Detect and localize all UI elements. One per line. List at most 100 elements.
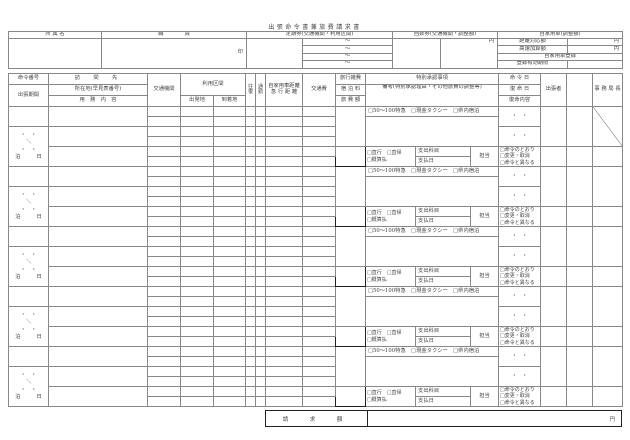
transport-cell[interactable] <box>147 396 181 407</box>
commute-cell[interactable] <box>255 286 267 297</box>
commute-cell[interactable] <box>255 246 267 257</box>
report-content-checkboxes[interactable]: □命令のとおり □変更・取消 □命令と異なる <box>498 266 542 287</box>
director-seal-field[interactable] <box>592 166 624 207</box>
round-trip-cell[interactable] <box>245 126 257 137</box>
transport-cell[interactable] <box>147 116 181 127</box>
commute-cell[interactable] <box>255 216 267 227</box>
order-date-field[interactable]: ・ ・ <box>498 286 542 307</box>
fare-cell[interactable] <box>302 126 337 137</box>
blank-field[interactable] <box>566 226 594 267</box>
commute-cell[interactable] <box>255 396 267 407</box>
distance-cell[interactable] <box>265 136 304 147</box>
order-no-field[interactable] <box>8 106 49 127</box>
blank-sub-field[interactable] <box>566 206 594 227</box>
fare-cell[interactable] <box>302 316 337 327</box>
director-sub-field[interactable] <box>592 266 624 287</box>
distance-cell[interactable] <box>265 126 304 137</box>
commute-cell[interactable] <box>255 366 267 377</box>
arrival-cell[interactable] <box>212 286 247 297</box>
transport-cell[interactable] <box>147 136 181 147</box>
fare-cell[interactable] <box>302 306 337 317</box>
blank-field[interactable] <box>566 166 594 207</box>
commute-cell[interactable] <box>255 226 267 237</box>
distance-cell[interactable] <box>265 166 304 177</box>
departure-cell[interactable] <box>180 196 214 207</box>
distance-cell[interactable] <box>265 226 304 237</box>
round-trip-cell[interactable] <box>245 226 257 237</box>
round-trip-cell[interactable] <box>245 206 257 217</box>
round-trip-cell[interactable] <box>245 136 257 147</box>
commute-cell[interactable] <box>255 126 267 137</box>
departure-cell[interactable] <box>180 326 214 337</box>
departure-cell[interactable] <box>180 226 214 237</box>
round-trip-cell[interactable] <box>245 256 257 267</box>
traveler-sub-field[interactable] <box>540 386 568 407</box>
business-field[interactable] <box>48 146 148 167</box>
arrival-cell[interactable] <box>212 266 247 277</box>
report-date-field[interactable]: ・ ・ <box>498 366 542 387</box>
traveler-seal-field[interactable] <box>540 346 568 387</box>
arrival-cell[interactable] <box>212 176 247 187</box>
misc-lodging-field[interactable] <box>335 106 367 147</box>
distance-cell[interactable] <box>265 346 304 357</box>
order-date-field[interactable]: ・ ・ <box>498 346 542 367</box>
traveler-seal-field[interactable] <box>540 226 568 267</box>
arrival-cell[interactable] <box>212 216 247 227</box>
round-trip-cell[interactable] <box>245 286 257 297</box>
fare-cell[interactable] <box>302 236 337 247</box>
transport-cell[interactable] <box>147 246 181 257</box>
expense-item-field[interactable]: 支出科目 <box>415 266 472 277</box>
distance-cell[interactable] <box>265 286 304 297</box>
distance-cell[interactable] <box>265 326 304 337</box>
transport-cell[interactable] <box>147 156 181 167</box>
remarks-field[interactable] <box>365 296 500 327</box>
commute-cell[interactable] <box>255 296 267 307</box>
director-seal-field[interactable] <box>592 106 624 147</box>
round-trip-cell[interactable] <box>245 356 257 367</box>
transport-cell[interactable] <box>147 146 181 157</box>
report-content-checkboxes[interactable]: □命令のとおり □変更・取消 □命令と異なる <box>498 146 542 167</box>
arrival-cell[interactable] <box>212 296 247 307</box>
departure-cell[interactable] <box>180 396 214 407</box>
travel-total-field[interactable] <box>335 146 367 167</box>
as-ordered-checkbox[interactable]: □命令のとおり <box>500 147 535 154</box>
report-date-field[interactable]: ・ ・ <box>498 186 542 207</box>
arrival-cell[interactable] <box>212 136 247 147</box>
traveler-seal-field[interactable] <box>540 106 568 147</box>
as-ordered-checkbox[interactable]: □命令のとおり <box>500 207 535 214</box>
commute-cell[interactable] <box>255 236 267 247</box>
transport-cell[interactable] <box>147 386 181 397</box>
arrival-cell[interactable] <box>212 356 247 367</box>
commute-cell[interactable] <box>255 176 267 187</box>
transport-cell[interactable] <box>147 266 181 277</box>
arrival-cell[interactable] <box>212 256 247 267</box>
transport-cell[interactable] <box>147 226 181 237</box>
travel-total-field[interactable] <box>335 206 367 227</box>
arrival-cell[interactable] <box>212 276 247 287</box>
remarks-field[interactable] <box>365 176 500 207</box>
distance-cell[interactable] <box>265 276 304 287</box>
fare-cell[interactable] <box>302 226 337 237</box>
director-seal-field[interactable] <box>592 286 624 327</box>
transport-cell[interactable] <box>147 216 181 227</box>
departure-cell[interactable] <box>180 266 214 277</box>
fare-cell[interactable] <box>302 366 337 377</box>
fare-cell[interactable] <box>302 266 337 277</box>
director-seal-field[interactable] <box>592 226 624 267</box>
transport-cell[interactable] <box>147 346 181 357</box>
special-checkboxes[interactable]: □50～100特急 □現金タクシー □県内宿泊 <box>365 226 500 237</box>
round-trip-cell[interactable] <box>245 316 257 327</box>
distance-cell[interactable] <box>265 396 304 407</box>
commute-cell[interactable] <box>255 386 267 397</box>
location-field[interactable] <box>48 246 148 267</box>
blank-sub-field[interactable] <box>566 386 594 407</box>
fare-cell[interactable] <box>302 116 337 127</box>
trip-period-field[interactable]: ・ ・ ＼ ・ ・ 泊 日 <box>8 366 49 407</box>
departure-cell[interactable] <box>180 286 214 297</box>
coupon-amount-field[interactable]: 円 <box>440 38 499 69</box>
fare-cell[interactable] <box>302 356 337 367</box>
direct-return-checkbox[interactable]: □直行 □直帰 <box>367 150 402 157</box>
distance-cell[interactable] <box>265 386 304 397</box>
fare-cell[interactable] <box>302 186 337 197</box>
arrival-cell[interactable] <box>212 336 247 347</box>
